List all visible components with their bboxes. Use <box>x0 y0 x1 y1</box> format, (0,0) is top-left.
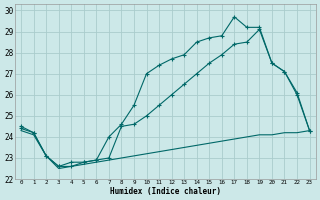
X-axis label: Humidex (Indice chaleur): Humidex (Indice chaleur) <box>110 187 221 196</box>
